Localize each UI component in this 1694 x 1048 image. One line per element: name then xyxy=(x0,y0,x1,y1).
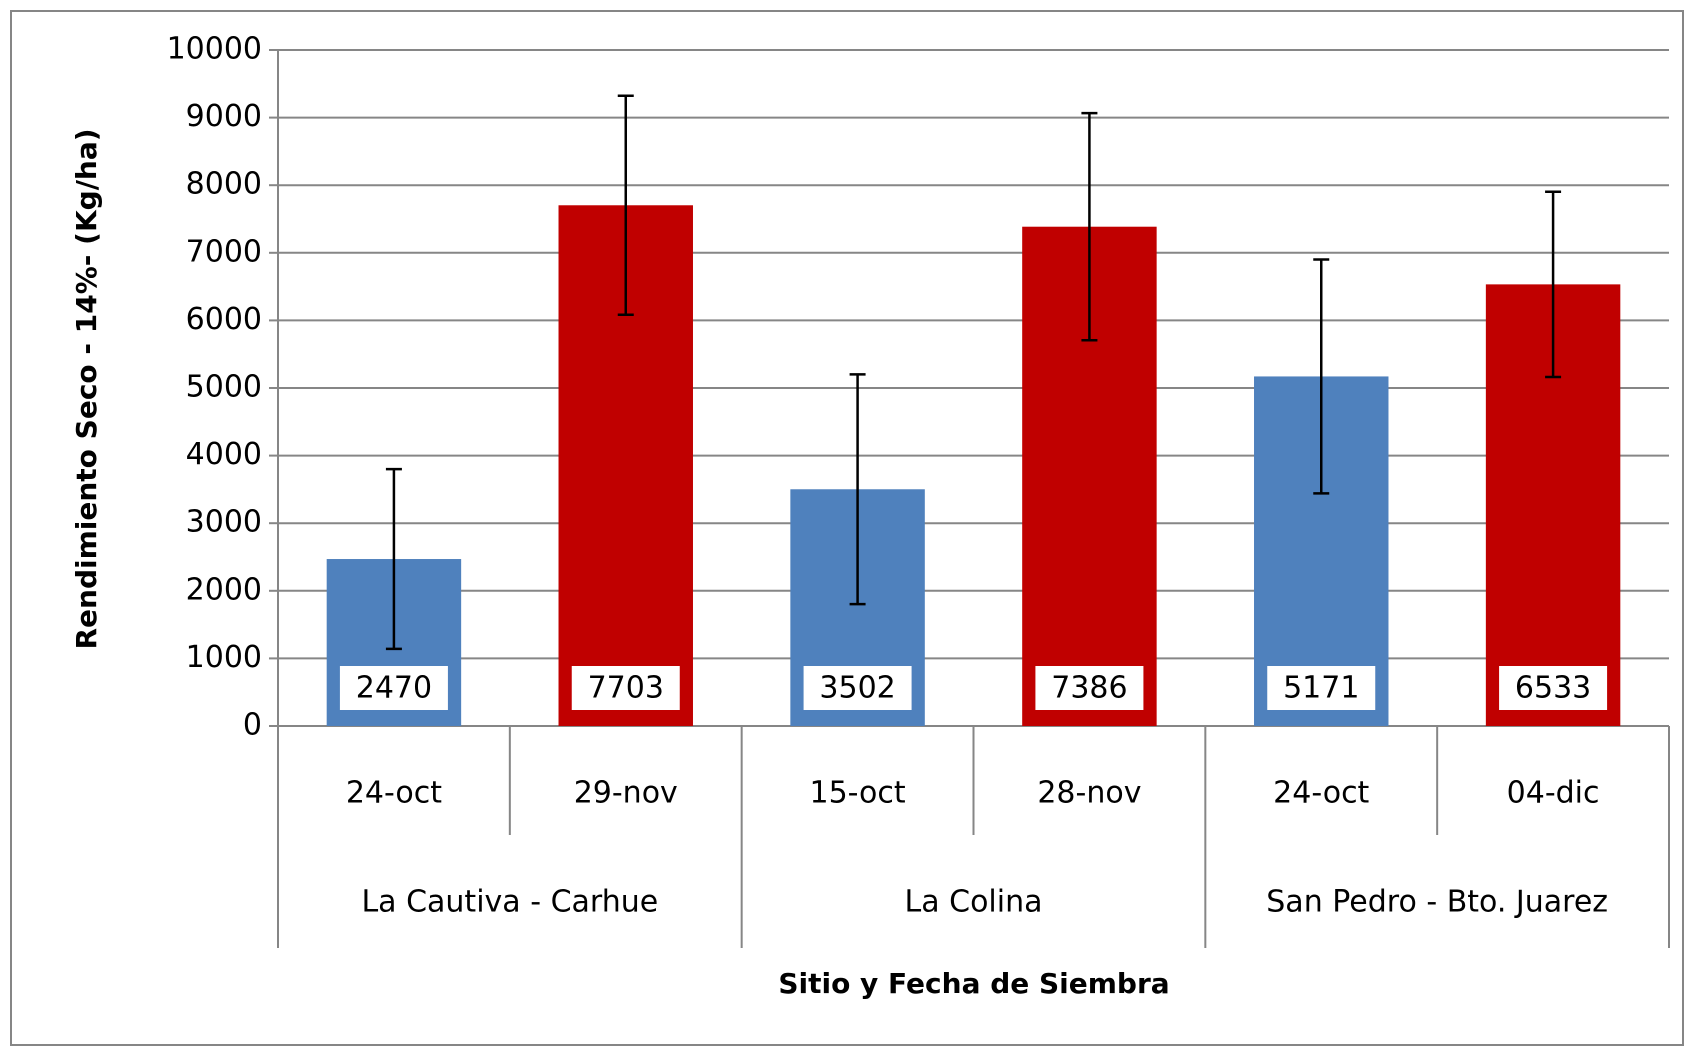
x-tick-label: 29-nov xyxy=(574,776,678,811)
y-tick-label: 5000 xyxy=(186,370,262,405)
data-label-box xyxy=(1035,666,1144,710)
y-axis-title: Rendimiento Seco - 14%- (Kg/ha) xyxy=(70,128,103,649)
y-tick-label: 7000 xyxy=(186,234,262,269)
y-tick-label: 2000 xyxy=(186,572,262,607)
x-tick-label: 04-dic xyxy=(1507,776,1600,811)
error-bar xyxy=(1081,111,1098,342)
x-tick-label: 24-oct xyxy=(346,776,442,811)
y-tick-label: 6000 xyxy=(186,302,262,337)
y-tick-label: 9000 xyxy=(186,99,262,134)
data-label-box xyxy=(339,666,448,710)
y-tick-label: 10000 xyxy=(167,32,262,67)
data-label-box xyxy=(1267,666,1376,710)
data-label: 2470 xyxy=(356,671,432,706)
group-label: San Pedro - Bto. Juarez xyxy=(1266,885,1608,920)
data-label: 7703 xyxy=(588,671,664,706)
x-tick-label: 28-nov xyxy=(1037,776,1141,811)
error-bar xyxy=(385,467,402,651)
y-tick-label: 0 xyxy=(243,708,262,743)
data-label-box xyxy=(1499,666,1608,710)
group-label: La Colina xyxy=(904,885,1042,920)
data-label-box xyxy=(571,666,680,710)
data-label: 7386 xyxy=(1051,671,1127,706)
group-label: La Cautiva - Carhue xyxy=(361,885,658,920)
data-label: 6533 xyxy=(1515,671,1591,706)
error-bar xyxy=(617,94,634,317)
data-label: 5171 xyxy=(1283,671,1359,706)
y-tick-label: 3000 xyxy=(186,505,262,540)
x-tick-label: 15-oct xyxy=(809,776,905,811)
data-label: 3502 xyxy=(819,671,895,706)
error-bar xyxy=(849,373,866,606)
y-tick-label: 4000 xyxy=(186,437,262,472)
data-label-box xyxy=(803,666,912,710)
error-bar xyxy=(1313,258,1330,495)
error-bar xyxy=(1545,190,1562,379)
x-axis-title: Sitio y Fecha de Siembra xyxy=(778,967,1169,1000)
x-tick-label: 24-oct xyxy=(1273,776,1369,811)
y-tick-label: 8000 xyxy=(186,167,262,202)
y-tick-label: 1000 xyxy=(186,640,262,675)
